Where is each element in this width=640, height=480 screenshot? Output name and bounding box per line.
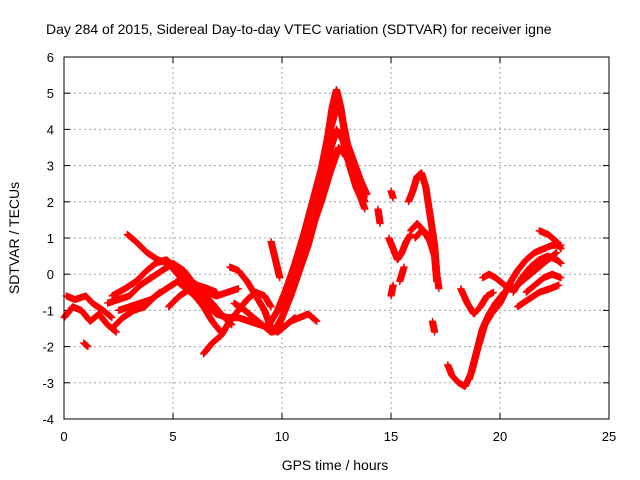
data-point xyxy=(213,288,221,296)
y-tick-label: 2 xyxy=(47,195,54,210)
data-point xyxy=(112,328,120,336)
data-point xyxy=(84,343,92,351)
x-tick-label: 15 xyxy=(384,429,398,444)
data-series-track-2 xyxy=(62,292,116,322)
data-points xyxy=(60,86,565,390)
y-tick-label: 4 xyxy=(47,122,54,137)
y-tick-label: -1 xyxy=(42,303,54,318)
chart-title: Day 284 of 2015, Sidereal Day-to-day VTE… xyxy=(46,21,552,37)
y-tick-label: -3 xyxy=(42,376,54,391)
y-tick-label: -4 xyxy=(42,412,54,427)
data-series-track-1 xyxy=(60,303,120,336)
y-tick-labels: -4 -3 -2 -1 0 1 2 3 4 5 6 xyxy=(42,50,54,427)
y-tick-label: 5 xyxy=(47,86,54,101)
data-point xyxy=(108,314,116,322)
y-tick-label: 3 xyxy=(47,159,54,174)
y-tick-label: -2 xyxy=(42,340,54,355)
data-point xyxy=(234,285,242,293)
x-tick-label: 25 xyxy=(602,429,616,444)
x-tick-label: 20 xyxy=(493,429,507,444)
x-tick-label: 5 xyxy=(169,429,176,444)
x-tick-label: 0 xyxy=(60,429,67,444)
y-tick-label: 6 xyxy=(47,50,54,65)
x-tick-label: 10 xyxy=(275,429,289,444)
x-tick-labels: 0 5 10 15 20 25 xyxy=(60,429,616,444)
data-series-track-3 xyxy=(80,339,92,351)
y-tick-label: 0 xyxy=(47,267,54,282)
y-tick-label: 1 xyxy=(47,231,54,246)
